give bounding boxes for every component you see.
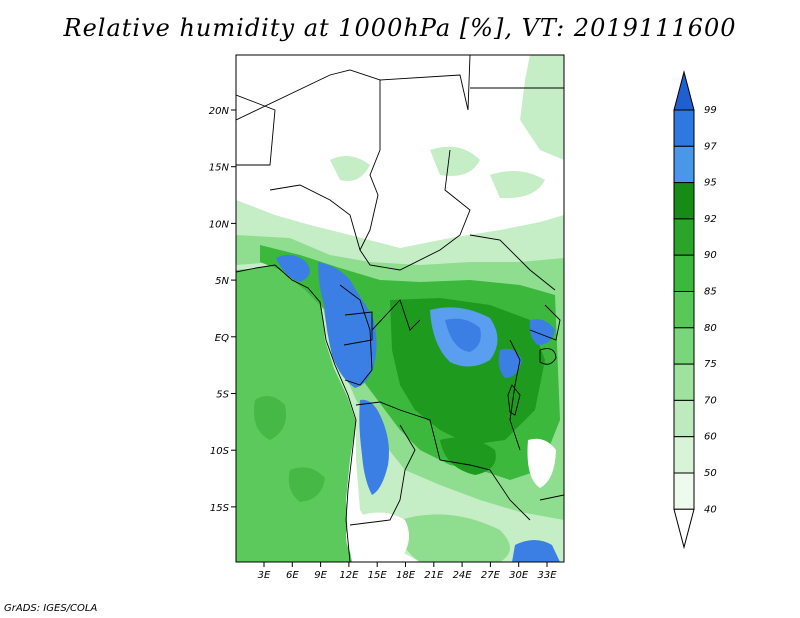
- longitude-tick-label: 18E: [396, 570, 416, 581]
- border-line: [509, 339, 521, 451]
- colorbar-segment: [673, 254, 695, 292]
- map-frame: [235, 54, 565, 563]
- colorbar-label: 95: [704, 178, 717, 189]
- latitude-tick-label: 20N: [209, 106, 230, 117]
- light-green-region: [520, 55, 564, 160]
- border-line: [539, 494, 564, 501]
- border-line: [269, 149, 471, 271]
- colorbar-label: 99: [704, 105, 717, 116]
- latitude-tick-label: EQ: [215, 333, 229, 344]
- ocean-patch: [254, 396, 286, 440]
- latitude-tick-label: 5S: [216, 390, 229, 401]
- ocean-region: [236, 265, 356, 562]
- border-line: [355, 401, 531, 521]
- colorbar-segment: [673, 182, 695, 220]
- colorbar-bottom-arrow: [673, 508, 695, 550]
- longitude-tick-label: 9E: [314, 570, 327, 581]
- border-line: [339, 284, 373, 386]
- border-line: [236, 94, 276, 166]
- colorbar-label: 80: [704, 323, 717, 334]
- blue-region: [512, 540, 560, 562]
- longitude-axis: 3E 6E 9E 12E 15E 18E 21E 24E 27E 30E 33E: [258, 562, 557, 581]
- colorbar: 99 97 95 92 90 85 80 75 70 60 50 40: [673, 70, 717, 550]
- blue-region: [445, 318, 481, 352]
- longitude-tick-label: 21E: [424, 570, 444, 581]
- longitude-tick-label: 6E: [286, 570, 299, 581]
- blue-region: [498, 348, 522, 378]
- latitude-tick-label: 10N: [209, 219, 230, 230]
- colorbar-label: 50: [704, 468, 717, 479]
- latitude-tick-label: 10S: [210, 446, 230, 457]
- colorbar-segment: [673, 145, 695, 184]
- colorbar-segment: [673, 472, 695, 510]
- colorbar-segment: [673, 436, 695, 474]
- longitude-tick-label: 27E: [481, 570, 501, 581]
- border-line: [469, 234, 556, 291]
- colorbar-segment: [673, 327, 695, 365]
- coastline: [236, 264, 357, 562]
- longitude-tick-label: 33E: [537, 570, 557, 581]
- blue-region: [529, 319, 555, 345]
- light-green-region: [330, 156, 370, 181]
- dark-green-region: [440, 437, 496, 475]
- colorbar-label: 70: [704, 395, 717, 406]
- colorbar-label: 85: [704, 287, 717, 298]
- latitude-tick-label: 15N: [209, 163, 230, 174]
- longitude-tick-label: 24E: [453, 570, 473, 581]
- light-green-region: [430, 146, 480, 176]
- colorbar-label: 97: [704, 141, 717, 152]
- border-line: [371, 299, 421, 331]
- border-line: [236, 69, 381, 251]
- colorbar-label: 40: [704, 504, 717, 515]
- credit-label: GrADS: IGES/COLA: [4, 603, 98, 614]
- medium-green-region: [399, 514, 510, 562]
- dry-land-region: [346, 512, 409, 560]
- ocean-patch: [288, 467, 325, 502]
- colorbar-label: 60: [704, 432, 717, 443]
- colorbar-label: 75: [704, 359, 717, 370]
- blue-region: [318, 262, 377, 388]
- border-line: [379, 55, 471, 111]
- dry-land-region: [527, 438, 556, 488]
- latitude-tick-label: 5N: [215, 276, 229, 287]
- colorbar-top-arrow: [673, 70, 695, 111]
- colorbar-segment: [673, 109, 695, 147]
- longitude-tick-label: 15E: [368, 570, 388, 581]
- latitude-tick-label: 15S: [210, 503, 230, 514]
- blue-region: [276, 254, 310, 282]
- colorbar-label: 92: [704, 214, 717, 225]
- longitude-tick-label: 12E: [339, 570, 359, 581]
- latitude-axis: 20N 15N 10N 5N EQ 5S 10S 15S: [209, 106, 236, 514]
- longitude-tick-label: 3E: [258, 570, 271, 581]
- boundaries: [236, 55, 564, 562]
- lake-outline: [539, 348, 557, 365]
- longitude-tick-label: 30E: [509, 570, 529, 581]
- colorbar-segment: [673, 218, 695, 256]
- colorbar-segment: [673, 291, 695, 329]
- border-line: [343, 311, 373, 346]
- colorbar-segment: [673, 399, 695, 438]
- lake-outline: [507, 384, 521, 416]
- border-line: [529, 304, 561, 341]
- colorbar-label: 90: [704, 250, 717, 261]
- dark-green-region: [390, 298, 545, 445]
- border-line: [349, 424, 416, 526]
- colorbar-segment: [673, 363, 695, 401]
- map-title: Relative humidity at 1000hPa [%], VT: 20…: [63, 14, 737, 42]
- light-green-region: [490, 171, 545, 199]
- blue-region: [359, 399, 389, 495]
